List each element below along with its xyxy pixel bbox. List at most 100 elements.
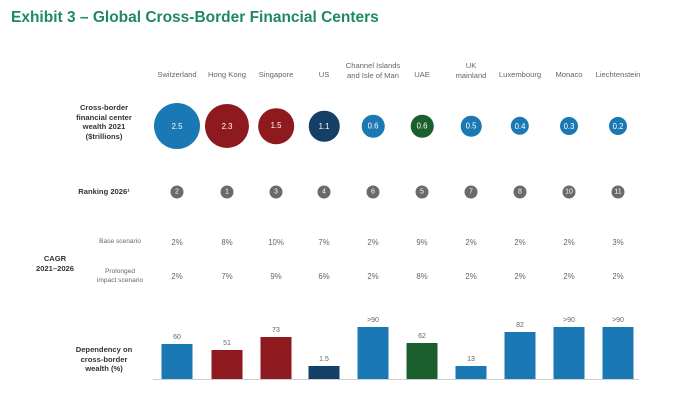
wealth-row-label: Cross-border financial center wealth 202… [60, 103, 148, 141]
dependency-bar [308, 366, 340, 379]
cagr-prolonged-value: 6% [318, 272, 330, 281]
cagr-row-label-line: CAGR [43, 254, 67, 263]
column-header-line: Channel Islands [345, 61, 401, 70]
cagr-prolonged-value: 7% [221, 272, 233, 281]
dependency-label: >90 [612, 317, 624, 324]
ranking-circle: 3 [269, 185, 283, 199]
cagr-prolonged-value: 2% [563, 272, 575, 281]
cagr-base-value: 2% [171, 238, 183, 247]
column-header: UK mainland [443, 61, 499, 80]
dependency-bar [161, 344, 193, 379]
column-header-line: Luxembourg [498, 70, 542, 79]
cagr-row-label: CAGR 2021–2026 [30, 254, 80, 273]
chart-title: Exhibit 3 – Global Cross-Border Financia… [11, 9, 379, 26]
column-header: Monaco [541, 70, 597, 80]
wealth-bubble: 1.1 [308, 110, 340, 142]
ranking-row-label: Ranking 2026¹ [78, 187, 130, 196]
dependency-row-label-line: Dependency on [75, 345, 133, 354]
column-header-line: Liechtenstein [595, 70, 641, 79]
dependency-label: >90 [367, 317, 379, 324]
column-header: UAE [394, 70, 450, 80]
column-header: US [296, 70, 352, 80]
dependency-row-label-line: wealth (%) [85, 364, 123, 373]
column-header: Singapore [248, 70, 304, 80]
dependency-bar [260, 336, 292, 379]
column-header-line: Hong Kong [208, 70, 246, 79]
cagr-base-value: 7% [318, 238, 330, 247]
column-header: Luxembourg [492, 70, 548, 80]
wealth-row-label-line: financial center [76, 112, 132, 122]
cagr-prolonged-value: 2% [465, 272, 477, 281]
base-scenario-label: Base scenario [99, 238, 141, 245]
dependency-label: 62 [418, 333, 426, 341]
dependency-label: 51 [223, 339, 231, 347]
dependency-label: 73 [272, 326, 280, 334]
dependency-bar [211, 349, 243, 379]
ranking-circle: 4 [317, 185, 331, 199]
column-header-line: UAE [414, 70, 430, 79]
column-header: Liechtenstein [590, 70, 646, 80]
cagr-prolonged-value: 2% [514, 272, 526, 281]
wealth-row-label-line: Cross-border [79, 103, 129, 112]
dependency-bar [504, 331, 536, 379]
wealth-bubble: 1.5 [258, 108, 294, 144]
column-header-line: UK [465, 61, 477, 70]
wealth-bubble: 0.6 [410, 114, 434, 138]
cagr-prolonged-value: 2% [612, 272, 624, 281]
wealth-bubble: 0.6 [361, 114, 385, 138]
cagr-base-value: 2% [367, 238, 379, 247]
ranking-circle: 8 [513, 185, 527, 199]
cagr-base-value: 2% [563, 238, 575, 247]
column-header-line: Monaco [555, 70, 583, 79]
dependency-row-label: Dependency on cross-border wealth (%) [60, 345, 148, 374]
cagr-base-value: 9% [416, 238, 428, 247]
dependency-label: 60 [173, 334, 181, 342]
column-header-line: Switzerland [157, 70, 197, 79]
wealth-bubble: 0.2 [609, 117, 627, 135]
column-header-line: Singapore [258, 70, 294, 79]
ranking-circle: 2 [170, 185, 184, 199]
dependency-bar [602, 327, 634, 379]
wealth-row-label-line: ($trillions) [85, 131, 123, 141]
dependency-bar [357, 327, 389, 379]
cagr-prolonged-value: 2% [171, 272, 183, 281]
wealth-row-label-line: wealth 2021 [82, 122, 126, 131]
dependency-label: >90 [563, 317, 575, 324]
ranking-circle: 10 [562, 185, 576, 199]
wealth-bubble: 0.4 [510, 116, 530, 136]
column-header-line: and Isle of Man [347, 70, 399, 80]
cagr-base-value: 2% [514, 238, 526, 247]
column-header: Hong Kong [199, 70, 255, 80]
prolonged-scenario-label: Prolonged impact scenario [82, 268, 158, 285]
ranking-circle: 7 [464, 185, 478, 199]
dependency-bar [455, 366, 487, 379]
cagr-row-label-line: 2021–2026 [35, 263, 74, 273]
dependency-bar [406, 343, 438, 379]
prolonged-scenario-label-line: Prolonged [104, 268, 136, 275]
column-header-line: US [318, 70, 330, 79]
wealth-bubble: 2.5 [154, 103, 200, 149]
prolonged-scenario-label-line: impact scenario [96, 276, 144, 284]
wealth-bubble: 0.5 [460, 115, 482, 137]
dependency-label: 1.5 [319, 356, 329, 363]
column-header-line: mainland [455, 70, 487, 80]
ranking-circle: 5 [415, 185, 429, 199]
cagr-base-value: 3% [612, 238, 624, 247]
cagr-base-value: 8% [221, 238, 233, 247]
wealth-bubble: 2.3 [204, 103, 250, 149]
ranking-circle: 6 [366, 185, 380, 199]
ranking-circle: 1 [220, 185, 234, 199]
column-header: Switzerland [149, 70, 205, 80]
cagr-base-value: 10% [268, 238, 284, 247]
wealth-bubble: 0.3 [560, 117, 578, 135]
dependency-baseline [153, 379, 639, 380]
cagr-prolonged-value: 8% [416, 272, 428, 281]
ranking-circle: 11 [611, 185, 625, 199]
dependency-label: 13 [467, 356, 475, 363]
dependency-label: 82 [516, 321, 524, 329]
dependency-bar [553, 327, 585, 379]
dependency-row-label-line: cross-border [80, 354, 128, 364]
cagr-prolonged-value: 9% [270, 272, 282, 281]
column-header: Channel Islands and Isle of Man [345, 61, 401, 80]
cagr-base-value: 2% [465, 238, 477, 247]
